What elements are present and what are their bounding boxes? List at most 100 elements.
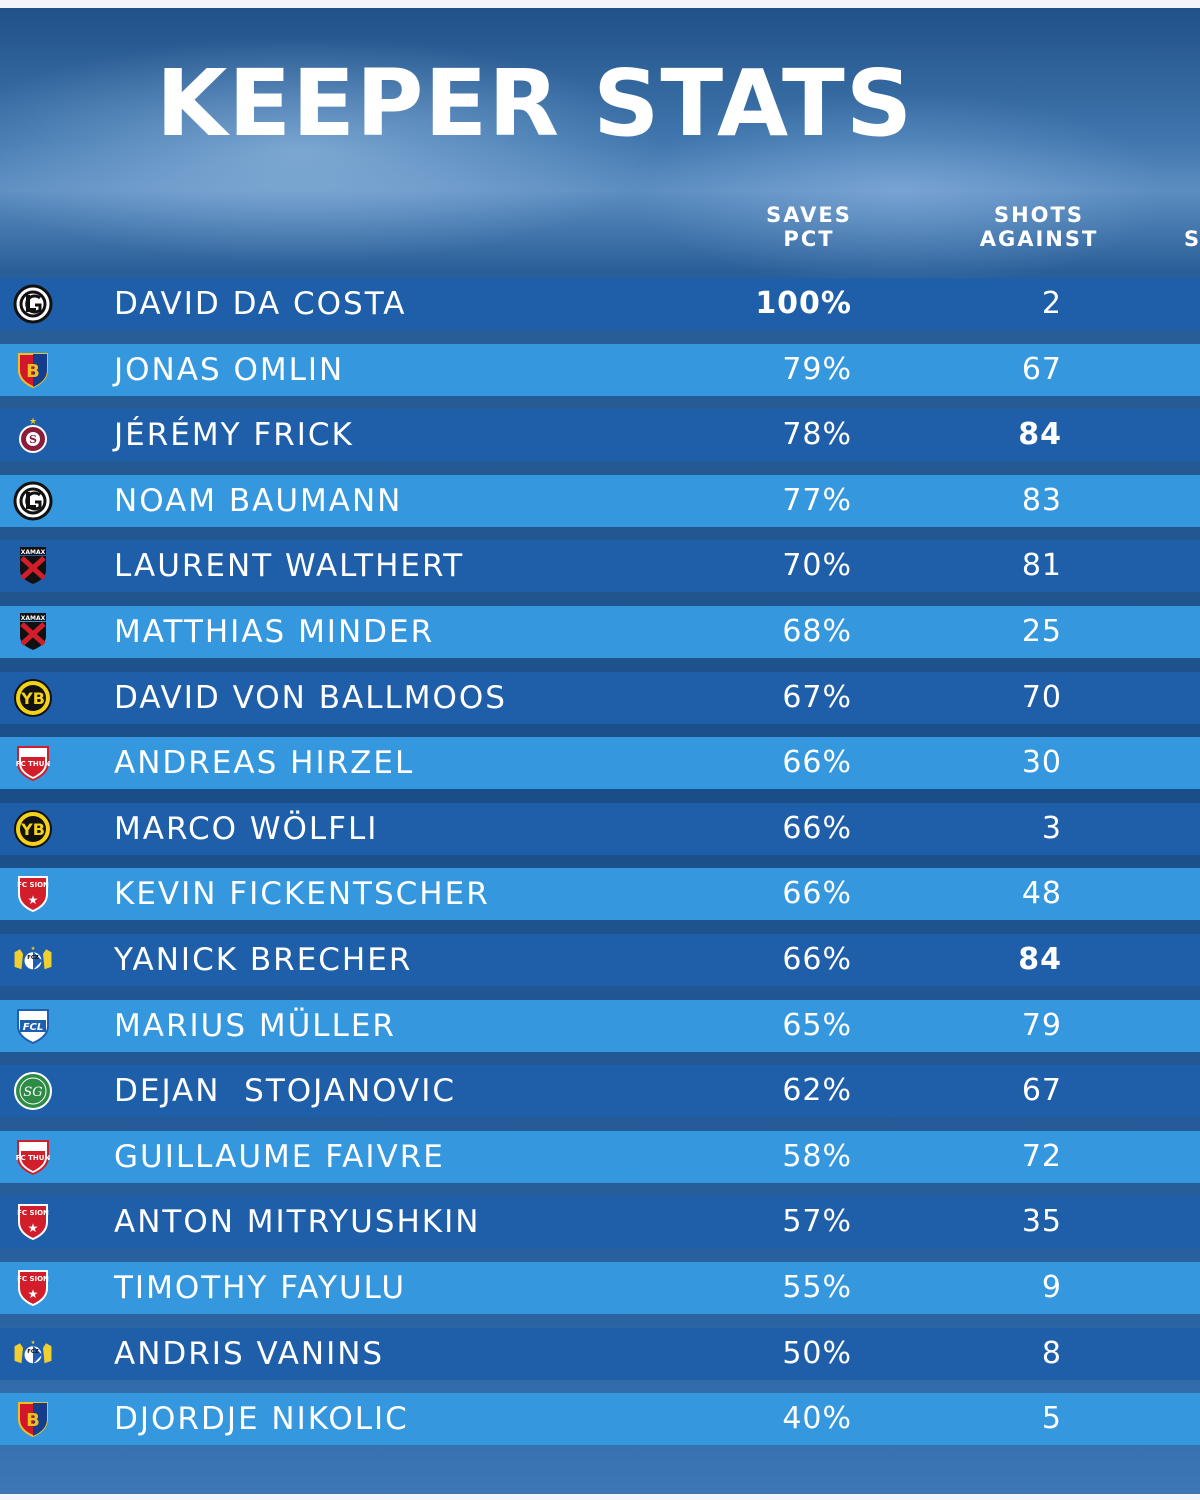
saves-pct-value: 100% (755, 286, 852, 321)
xamax-crest-icon: XAMAX (13, 547, 53, 584)
sion-crest-icon: FC SION ★ (13, 876, 53, 913)
saves-pct-value: 68% (782, 614, 852, 649)
svg-text:★: ★ (28, 1287, 39, 1301)
saves-pct-value: 50% (782, 1336, 852, 1371)
player-name: JÉRÉMY FRICK (114, 417, 354, 453)
table-row: XAMAX LAURENT WALTHERT 70% 81 (0, 540, 1200, 592)
player-name: DAVID VON BALLMOOS (114, 680, 507, 716)
player-name: JONAS OMLIN (114, 352, 345, 388)
saves-pct-value: 40% (782, 1401, 852, 1436)
table-row: DAVID DA COSTA 100% 2 (0, 278, 1200, 330)
thun-crest-icon: FC THUN (13, 745, 53, 782)
player-name: GUILLAUME FAIVRE (114, 1139, 445, 1175)
table-row: YB DAVID VON BALLMOOS 67% 70 (0, 672, 1200, 724)
svg-text:FC THUN: FC THUN (16, 1154, 51, 1162)
player-name: TIMOTHY FAYULU (114, 1270, 407, 1306)
svg-text:★: ★ (28, 1221, 39, 1235)
player-name: MATTHIAS MINDER (114, 614, 435, 650)
column-header-shots-against: SHOTS AGAINST (939, 203, 1139, 251)
shots-against-value: 9 (1041, 1270, 1062, 1305)
table-row: FC SION ★ KEVIN FICKENTSCHER 66% 48 (0, 868, 1200, 920)
column-header-saves-pct: SAVES PCT (709, 203, 909, 251)
shots-against-value: 70 (1021, 680, 1062, 715)
table-row: FC THUN GUILLAUME FAIVRE 58% 72 (0, 1131, 1200, 1183)
svg-text:XAMAX: XAMAX (21, 615, 46, 622)
svg-text:S: S (29, 433, 37, 446)
column-header-shots-line2: AGAINST (979, 227, 1099, 251)
saves-pct-value: 77% (782, 483, 852, 518)
column-header-cut-off: S (1184, 227, 1200, 251)
svg-text:B: B (26, 361, 40, 382)
table-row: YB MARCO WÖLFLI 66% 3 (0, 803, 1200, 855)
saves-pct-value: 57% (782, 1204, 852, 1239)
column-header-shots-line1: SHOTS (993, 203, 1084, 227)
saves-pct-value: 66% (782, 876, 852, 911)
saves-pct-value: 66% (782, 745, 852, 780)
shots-against-value: 25 (1021, 614, 1062, 649)
servette-crest-icon: ★ S (13, 417, 53, 453)
page-title: KEEPER STATS (156, 50, 914, 157)
player-name: KEVIN FICKENTSCHER (114, 876, 490, 912)
saves-pct-value: 67% (782, 680, 852, 715)
svg-text:FCZ: FCZ (27, 955, 39, 961)
saves-pct-value: 55% (782, 1270, 852, 1305)
svg-text:FCL: FCL (23, 1022, 44, 1033)
shots-against-value: 8 (1041, 1336, 1062, 1371)
svg-text:YB: YB (20, 820, 45, 839)
svg-text:B: B (26, 1410, 40, 1431)
player-name: ANDRIS VANINS (114, 1336, 385, 1372)
lugano-crest-icon (13, 284, 53, 324)
table-row: NOAM BAUMANN 77% 83 (0, 475, 1200, 527)
table-row: FCZ ★ ANDRIS VANINS 50% 8 (0, 1328, 1200, 1380)
shots-against-value: 79 (1021, 1008, 1062, 1043)
zurich-crest-icon: FCZ ★ (13, 1336, 53, 1372)
table-row: FC SION ★ TIMOTHY FAYULU 55% 9 (0, 1262, 1200, 1314)
basel-crest-icon: B (13, 1401, 53, 1438)
shots-against-value: 3 (1041, 811, 1062, 846)
saves-pct-value: 58% (782, 1139, 852, 1174)
table-row: SG DEJAN STOJANOVIC 62% 67 (0, 1065, 1200, 1117)
svg-text:SG: SG (23, 1085, 42, 1100)
sion-crest-icon: FC SION ★ (13, 1270, 53, 1307)
player-name: NOAM BAUMANN (114, 483, 403, 519)
zurich-crest-icon: FCZ ★ (13, 942, 53, 978)
player-name: DAVID DA COSTA (114, 286, 407, 322)
table-row: ★ S JÉRÉMY FRICK 78% 84 (0, 409, 1200, 461)
saves-pct-value: 65% (782, 1008, 852, 1043)
xamax-crest-icon: XAMAX (13, 613, 53, 650)
shots-against-value: 67 (1021, 352, 1062, 387)
svg-text:★: ★ (31, 1340, 36, 1346)
saves-pct-value: 79% (782, 352, 852, 387)
shots-against-value: 81 (1021, 548, 1062, 583)
shots-against-value: 84 (1018, 417, 1062, 452)
player-name: ANTON MITRYUSHKIN (114, 1204, 481, 1240)
shots-against-value: 48 (1021, 876, 1062, 911)
shots-against-value: 2 (1041, 286, 1062, 321)
svg-text:XAMAX: XAMAX (21, 549, 46, 556)
young-boys-crest-icon: YB (13, 810, 53, 848)
st-gallen-crest-icon: SG (13, 1072, 53, 1110)
saves-pct-value: 66% (782, 942, 852, 977)
luzern-crest-icon: FCL (13, 1008, 53, 1045)
saves-pct-value: 66% (782, 811, 852, 846)
svg-text:★: ★ (28, 893, 39, 907)
svg-text:FC SION: FC SION (17, 1209, 49, 1217)
sion-crest-icon: FC SION ★ (13, 1204, 53, 1241)
player-name: YANICK BRECHER (114, 942, 413, 978)
player-name: ANDREAS HIRZEL (114, 745, 415, 781)
svg-text:FCZ: FCZ (27, 1349, 39, 1355)
table-row: XAMAX MATTHIAS MINDER 68% 25 (0, 606, 1200, 658)
table-row: FCZ ★ YANICK BRECHER 66% 84 (0, 934, 1200, 986)
shots-against-value: 84 (1018, 942, 1062, 977)
basel-crest-icon: B (13, 352, 53, 389)
saves-pct-value: 62% (782, 1073, 852, 1108)
player-name: DEJAN STOJANOVIC (114, 1073, 457, 1109)
lugano-crest-icon (13, 481, 53, 521)
shots-against-value: 35 (1021, 1204, 1062, 1239)
svg-text:★: ★ (29, 417, 37, 427)
top-border (0, 0, 1200, 8)
svg-text:FC SION: FC SION (17, 881, 49, 889)
svg-text:YB: YB (20, 689, 45, 708)
player-name: MARIUS MÜLLER (114, 1008, 396, 1044)
table-row: FCL MARIUS MÜLLER 65% 79 (0, 1000, 1200, 1052)
